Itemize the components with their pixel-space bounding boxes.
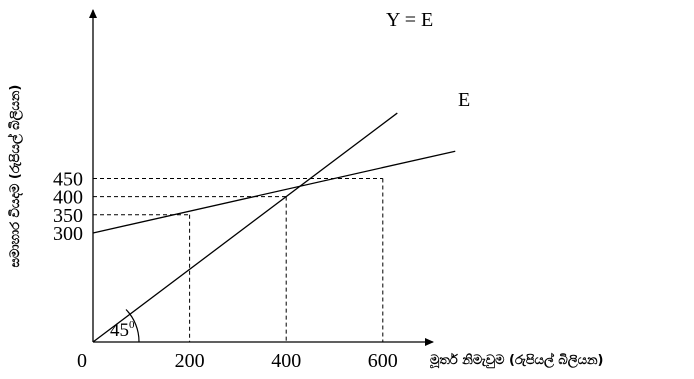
y-axis-label: සමාහාර වියදම (රුපියල් බිලියන) [6,85,24,268]
x-tick-labels: 200 400 600 [175,350,398,372]
series-line-0 [92,112,398,343]
series-line-1 [92,150,456,234]
x-axis-label: මූර්ත නිමැවුම (රුපියල් බිලියන) [429,351,603,369]
angle-label: 450 [110,319,135,341]
series-label-0: Y = E [386,9,433,31]
y-tick-400: 400 [53,187,83,209]
x-tick-200: 200 [175,350,205,372]
y-tick-450: 450 [53,168,83,190]
origin-label: 0 [77,350,87,372]
guide-lines [93,177,384,342]
x-tick-400: 400 [271,350,301,372]
angle-arc [125,309,140,343]
series-labels: Y = E E [386,9,470,111]
series-lines [92,112,456,343]
y-tick-300: 300 [53,223,83,245]
x-tick-600: 600 [368,350,398,372]
series-label-1: E [458,89,470,111]
y-tick-350: 350 [53,205,83,227]
